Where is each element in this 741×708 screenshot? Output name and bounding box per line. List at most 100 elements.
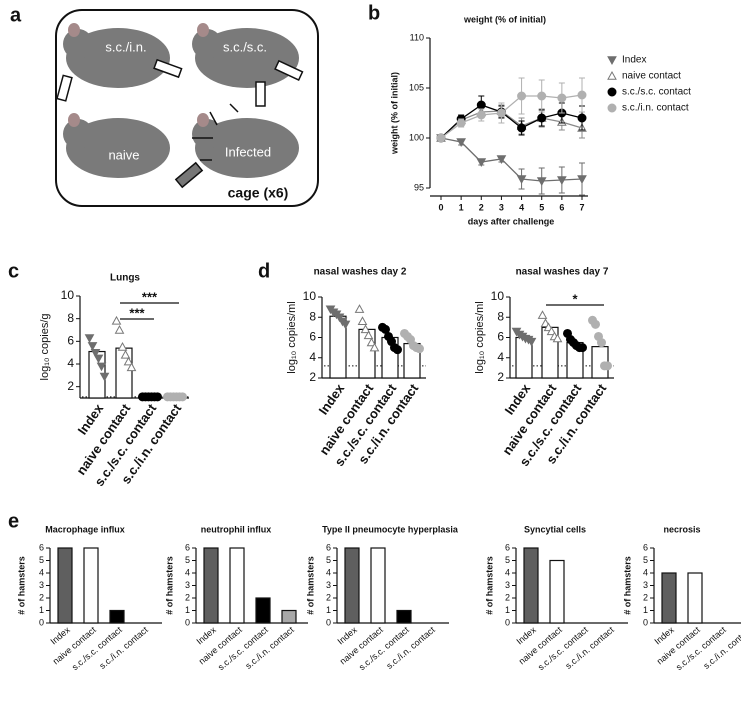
y-tick-label: 8 (309, 309, 316, 323)
point (557, 93, 567, 103)
legend-label: naive contact (622, 71, 681, 82)
point (516, 175, 527, 185)
y-tick-label: 3 (505, 580, 510, 590)
x-tick-label: 4 (519, 202, 524, 212)
point (369, 342, 380, 352)
point (114, 324, 125, 334)
legend-marker (607, 56, 617, 66)
y-tick-label: 2 (497, 370, 504, 384)
point (93, 354, 104, 364)
point (153, 392, 162, 402)
group-label: s.c./s.c. (223, 39, 267, 54)
y-tick-label: 100 (409, 132, 424, 142)
y-tick-label: 0 (185, 617, 190, 627)
chart-title: nasal washes day 7 (516, 267, 609, 278)
y-axis-label: # of hamsters (305, 556, 315, 615)
x-tick-label: 1 (459, 202, 464, 212)
y-tick-label: 1 (326, 605, 331, 615)
point (99, 372, 110, 382)
point (526, 337, 537, 347)
y-tick-label: 2 (185, 592, 190, 602)
bar (396, 609, 412, 624)
chart-title: Macrophage influx (45, 524, 125, 534)
y-tick-label: 6 (505, 542, 510, 552)
bar (523, 547, 539, 624)
y-tick-label: 4 (39, 567, 44, 577)
y-tick-label: 6 (67, 334, 74, 348)
legend-label: s.c./s.c. contact (622, 87, 691, 98)
point (537, 91, 547, 101)
point (577, 113, 587, 123)
y-tick-label: 105 (409, 82, 424, 92)
y-tick-label: 0 (643, 617, 648, 627)
hamsters (63, 23, 299, 178)
y-tick-label: 3 (326, 580, 331, 590)
y-tick-label: 10 (491, 289, 505, 303)
bar (549, 559, 565, 624)
y-tick-label: 2 (326, 592, 331, 602)
bar (515, 336, 533, 379)
point (577, 90, 587, 100)
y-tick-label: 5 (326, 555, 331, 565)
point (393, 345, 402, 355)
point (456, 118, 466, 128)
point (546, 326, 557, 336)
point (517, 91, 527, 101)
chart-title: Type II pneumocyte hyperplasia (322, 524, 459, 534)
point (476, 110, 486, 120)
y-axis-label: # of hamsters (622, 556, 632, 615)
cage-diagram: s.c./i.n. s.c./s.c. naive Infected cage … (55, 9, 319, 207)
point (552, 333, 563, 343)
y-tick-label: 6 (39, 542, 44, 552)
x-axis-label: days after challenge (468, 216, 555, 226)
legend-label: s.c./i.n. contact (622, 103, 689, 114)
y-tick-label: 4 (309, 350, 316, 364)
y-tick-label: 5 (505, 555, 510, 565)
point (603, 361, 612, 371)
y-tick-label: 110 (410, 32, 424, 42)
x-tick-label: 7 (579, 202, 584, 212)
y-axis-label: weight (% of initial) (389, 72, 399, 155)
significance-label: *** (142, 289, 158, 304)
point (96, 362, 107, 372)
chart-title: neutrophil influx (201, 524, 272, 534)
x-tick-label: 3 (499, 202, 504, 212)
point (123, 356, 134, 366)
point (111, 315, 122, 325)
point (536, 177, 547, 187)
bar (203, 547, 219, 624)
point (120, 349, 131, 359)
point (557, 176, 567, 186)
y-tick-label: 5 (185, 555, 190, 565)
x-tick-label: 6 (559, 202, 564, 212)
x-tick-label: 2 (479, 202, 484, 212)
point (537, 310, 548, 319)
y-axis-label: # of hamsters (484, 556, 494, 615)
panel-label: b (368, 2, 380, 24)
y-tick-label: 95 (414, 182, 424, 192)
panel-label: e (8, 510, 19, 532)
bar (57, 547, 73, 624)
y-axis-label: log₁₀ copies/g (39, 314, 51, 381)
chart-title: nasal washes day 2 (314, 267, 407, 278)
y-tick-label: 8 (67, 311, 74, 325)
y-tick-label: 4 (326, 567, 331, 577)
syringes (56, 58, 304, 189)
bar (229, 547, 245, 624)
y-tick-label: 6 (185, 542, 190, 552)
point (456, 138, 466, 148)
y-tick-label: 6 (497, 330, 504, 344)
point (591, 319, 600, 329)
group-label: s.c./i.n. (105, 39, 146, 54)
legend-marker (607, 70, 617, 80)
y-tick-label: 3 (185, 580, 190, 590)
point (496, 155, 507, 165)
bar (661, 572, 677, 624)
point (436, 133, 446, 143)
y-tick-label: 5 (643, 555, 648, 565)
point (415, 344, 424, 354)
y-tick-label: 3 (39, 580, 44, 590)
x-tick-label: 5 (539, 202, 544, 212)
point (577, 175, 587, 185)
